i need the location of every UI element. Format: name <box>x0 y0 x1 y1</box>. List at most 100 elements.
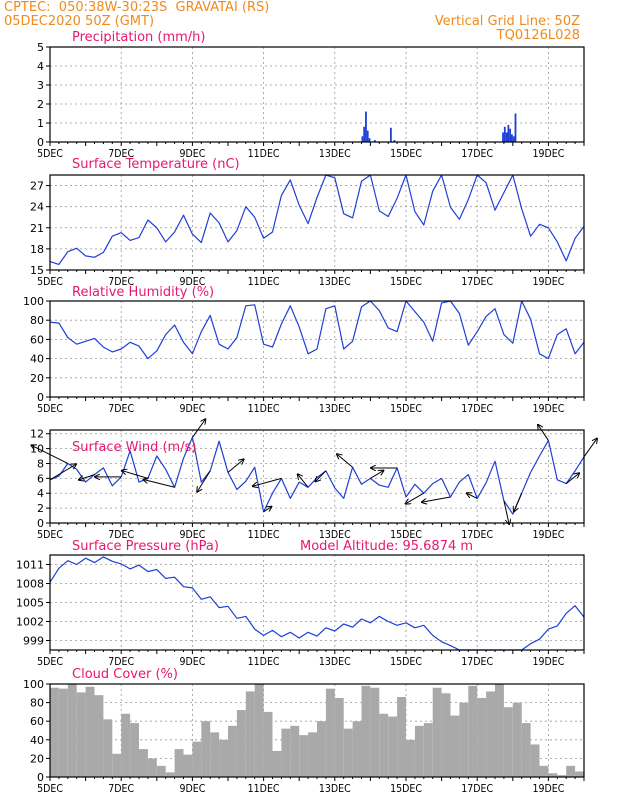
x-tick-label: 9DEC <box>179 529 205 541</box>
cloud-bar <box>325 688 335 777</box>
precip-bar <box>505 132 508 142</box>
cloud-bar <box>334 697 344 777</box>
y-tick-label: 999 <box>23 635 44 648</box>
series-line <box>49 300 585 360</box>
cloud-bar <box>503 707 513 777</box>
cloud-bar <box>379 713 389 777</box>
x-tick-label: 15DEC <box>390 529 422 541</box>
cloud-bar <box>290 725 300 777</box>
precip-bar <box>389 127 392 142</box>
y-tick-label: 10 <box>30 443 44 456</box>
wind-arrow <box>565 473 579 484</box>
wind-arrow <box>503 500 509 524</box>
x-tick-label: 17DEC <box>461 276 493 288</box>
x-tick-label: 5DEC <box>37 148 63 160</box>
x-tick-label: 5DEC <box>37 403 63 415</box>
wind-arrow <box>422 496 451 502</box>
x-tick-label: 13DEC <box>319 529 351 541</box>
x-tick-label: 7DEC <box>108 529 134 541</box>
precip-bar <box>366 130 369 142</box>
cloud-bar <box>94 695 104 777</box>
wind-arrow <box>406 492 425 503</box>
cloud-bar <box>156 765 166 777</box>
x-tick-label: 5DEC <box>37 276 63 288</box>
cloud-bar <box>183 754 193 777</box>
cloud-bar <box>530 744 540 777</box>
y-tick-label: 1002 <box>16 616 44 629</box>
wind-arrow <box>227 459 244 473</box>
panel-title: Surface Temperature (nC) <box>72 157 240 172</box>
y-tick-label: 20 <box>30 752 44 765</box>
x-tick-label: 19DEC <box>532 403 564 415</box>
model-altitude-note: Model Altitude: 95.6874 m <box>300 539 473 554</box>
cloud-bar <box>192 741 202 777</box>
cloud-bar <box>76 692 86 777</box>
x-tick-label: 13DEC <box>319 403 351 415</box>
y-tick-label: 5 <box>37 41 44 54</box>
precip-bar <box>511 134 513 142</box>
wind-arrow <box>514 493 523 511</box>
header-grid-note: Vertical Grid Line: 50Z <box>434 14 580 29</box>
cloud-bar <box>370 687 380 777</box>
precip-bar <box>363 126 366 142</box>
x-tick-label: 13DEC <box>319 148 351 160</box>
y-tick-label: 18 <box>30 243 44 256</box>
precip-bar <box>368 138 371 142</box>
cloud-bar <box>414 725 424 777</box>
y-tick-label: 1008 <box>16 578 44 591</box>
y-tick-label: 4 <box>37 487 44 500</box>
y-tick-label: 80 <box>30 314 44 327</box>
cloud-bar <box>548 773 558 777</box>
wind-arrow <box>298 474 309 488</box>
x-tick-label: 5DEC <box>37 783 63 795</box>
cloud-bar <box>174 749 184 777</box>
y-tick-label: 6 <box>37 472 44 485</box>
y-tick-label: 1011 <box>16 559 44 572</box>
x-tick-label: 11DEC <box>248 783 280 795</box>
panel-title: Precipitation (mm/h) <box>72 30 205 45</box>
x-tick-label: 9DEC <box>179 148 205 160</box>
x-tick-label: 19DEC <box>532 783 564 795</box>
precip-bar <box>502 132 504 142</box>
wind-arrow <box>337 454 353 468</box>
cloud-bar <box>210 732 220 777</box>
x-tick-label: 9DEC <box>179 656 205 668</box>
panel-title: Relative Humidity (%) <box>72 285 214 300</box>
cloud-bar <box>219 739 228 777</box>
cloud-bar <box>317 721 326 777</box>
y-tick-label: 24 <box>30 201 44 214</box>
cloud-bar <box>539 765 549 777</box>
x-tick-label: 17DEC <box>461 529 493 541</box>
wind-arrow <box>79 474 95 480</box>
x-tick-label: 7DEC <box>108 276 134 288</box>
cloud-bar <box>254 684 264 777</box>
panel-cloud: 0 20 40 60 80 100 5DEC 7DEC 9DEC 11DEC 13DEC 15DEC 1… <box>23 667 585 795</box>
x-tick-label: 7DEC <box>108 403 134 415</box>
precip-bar <box>507 124 510 142</box>
x-tick-label: 11DEC <box>248 529 280 541</box>
cloud-bar <box>245 691 255 777</box>
cloud-bar <box>397 697 406 777</box>
x-tick-label: 19DEC <box>532 529 564 541</box>
cloud-bar <box>512 702 522 777</box>
x-tick-label: 5DEC <box>37 656 63 668</box>
cloud-bar <box>58 688 68 777</box>
x-tick-label: 15DEC <box>390 276 422 288</box>
x-tick-label: 11DEC <box>248 276 280 288</box>
y-tick-label: 1005 <box>16 597 44 610</box>
x-tick-label: 5DEC <box>37 529 63 541</box>
x-tick-label: 15DEC <box>390 656 422 668</box>
cloud-bar <box>575 771 584 777</box>
precip-bar <box>365 111 367 142</box>
cloud-bar <box>228 725 237 777</box>
panel-precip: 0 1 2 3 4 5 5DEC 7DEC 9DEC 11DEC 13DEC 15DEC 17DEC 19… <box>37 30 585 160</box>
cloud-bar <box>85 686 95 777</box>
x-tick-label: 11DEC <box>248 403 280 415</box>
header-model-id: TQ0126L028 <box>496 28 580 43</box>
y-tick-label: 15 <box>30 264 44 277</box>
cloud-bar <box>477 697 487 777</box>
y-tick-label: 60 <box>30 333 44 346</box>
header-datetime: 05DEC2020 50Z (GMT) <box>4 14 155 29</box>
cloud-bar <box>521 723 531 777</box>
